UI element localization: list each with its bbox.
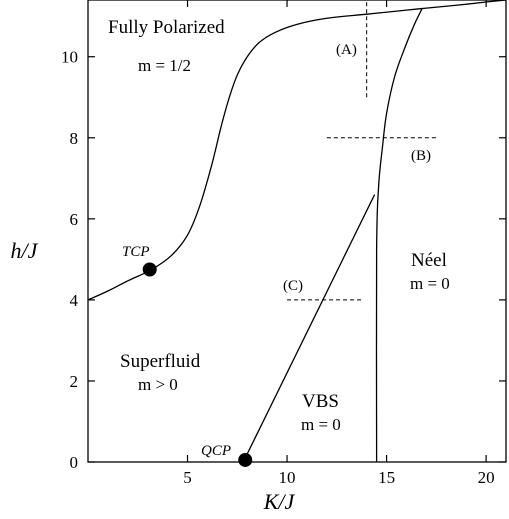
region-vbs-detail: m = 0 (301, 415, 341, 434)
y-tick-label: 4 (70, 291, 79, 310)
cut-c-label: (C) (283, 278, 303, 294)
region-polarized-name: Fully Polarized (108, 17, 225, 38)
region-neel-detail: m = 0 (410, 274, 450, 293)
x-tick-label: 20 (478, 468, 495, 487)
region-vbs-name: VBS (302, 391, 339, 412)
line-neel-vbs-boundary (375, 7, 423, 463)
tcp-point (142, 262, 157, 277)
axis-ticks: 5 10 15 20 0 2 4 6 8 10 (61, 0, 506, 487)
region-neel-name: Néel (411, 250, 447, 271)
y-tick-label: 2 (70, 372, 79, 391)
dashed-cuts (287, 0, 437, 301)
phase-boundaries (87, 0, 507, 463)
y-axis-title: h/J (11, 238, 39, 263)
region-superfluid-name: Superfluid (120, 351, 201, 372)
cut-b-label: (B) (411, 148, 431, 164)
line-polarization-boundary (87, 0, 507, 301)
x-tick-label: 15 (378, 468, 395, 487)
x-tick-label: 5 (183, 468, 192, 487)
y-tick-label: 6 (70, 210, 79, 229)
x-axis-title: K/J (263, 489, 296, 514)
qcp-label: QCP (201, 443, 231, 459)
qcp-point (238, 452, 253, 467)
critical-points (142, 262, 253, 467)
line-vbs-superfluid-boundary (242, 194, 376, 463)
cut-a-label: (A) (336, 42, 357, 58)
plot-frame (87, 0, 507, 463)
y-tick-label: 0 (70, 453, 79, 472)
region-polarized-detail: m = 1/2 (138, 56, 191, 75)
y-tick-label: 8 (70, 129, 79, 148)
tcp-label: TCP (122, 244, 150, 260)
y-tick-label: 10 (61, 48, 78, 67)
region-superfluid-detail: m > 0 (138, 375, 178, 394)
x-tick-label: 10 (279, 468, 296, 487)
